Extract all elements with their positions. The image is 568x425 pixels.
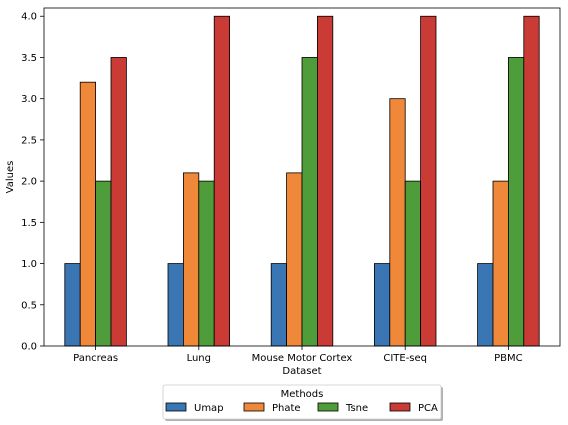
bar-phate-4 — [492, 180, 509, 347]
y-tick-label: 4.0 — [21, 12, 37, 23]
y-tick-label: 2.5 — [21, 135, 37, 146]
bar-tsne-0 — [95, 180, 112, 347]
x-axis-ticks: Pancreas Lung Mouse Motor Cortex CITE-seq PB… — [73, 346, 523, 364]
legend-label-umap: Umap — [194, 403, 224, 414]
bar-umap-2 — [270, 263, 288, 347]
bar-umap-1 — [167, 263, 184, 347]
legend-title: Methods — [281, 389, 324, 400]
legend-box — [162, 384, 442, 420]
legend: Methods Umap Phate Tsne PCA — [162, 384, 443, 421]
y-tick-label: 0.5 — [21, 300, 37, 311]
legend-swatch-pca — [389, 402, 411, 412]
bar-pca-2 — [316, 15, 334, 347]
y-axis-ticks: 0.0 0.5 1.0 1.5 2.0 2.5 3.0 3.5 4.0 — [21, 12, 44, 353]
x-tick-label: Mouse Motor Cortex — [252, 353, 353, 364]
x-tick-label: PBMC — [494, 353, 523, 364]
legend-swatch-phate — [243, 402, 265, 412]
x-tick-label: CITE-seq — [383, 353, 427, 364]
bar-umap-4 — [477, 263, 494, 347]
x-tick-label: Pancreas — [73, 353, 118, 364]
y-tick-label: 1.5 — [21, 218, 37, 229]
legend-swatch-tsne — [317, 402, 339, 412]
legend-label-tsne: Tsne — [345, 403, 368, 414]
bar-tsne-4 — [507, 57, 525, 347]
bar-pca-4 — [523, 15, 540, 347]
y-axis-label: Values — [5, 161, 16, 194]
bar-tsne-2 — [301, 57, 318, 347]
legend-label-phate: Phate — [272, 403, 301, 414]
bar-umap-0 — [64, 263, 81, 347]
bars — [64, 15, 540, 347]
bar-phate-3 — [389, 98, 406, 347]
bar-tsne-3 — [404, 180, 422, 347]
bar-phate-0 — [79, 81, 96, 347]
y-tick-label: 2.0 — [21, 177, 37, 188]
bar-umap-3 — [373, 263, 391, 347]
bar-pca-1 — [213, 15, 230, 347]
y-tick-label: 0.0 — [21, 342, 37, 353]
bar-phate-2 — [286, 172, 303, 347]
x-axis-label: Dataset — [282, 366, 321, 377]
legend-label-pca: PCA — [418, 403, 438, 414]
x-tick-label: Lung — [187, 353, 211, 364]
y-tick-label: 1.0 — [21, 259, 37, 270]
bar-tsne-1 — [198, 180, 215, 347]
bar-phate-1 — [182, 172, 200, 347]
bar-pca-3 — [420, 15, 437, 347]
y-tick-label: 3.5 — [21, 53, 37, 64]
y-tick-label: 3.0 — [21, 94, 37, 105]
bar-pca-0 — [110, 57, 127, 347]
legend-swatch-umap — [165, 402, 187, 412]
